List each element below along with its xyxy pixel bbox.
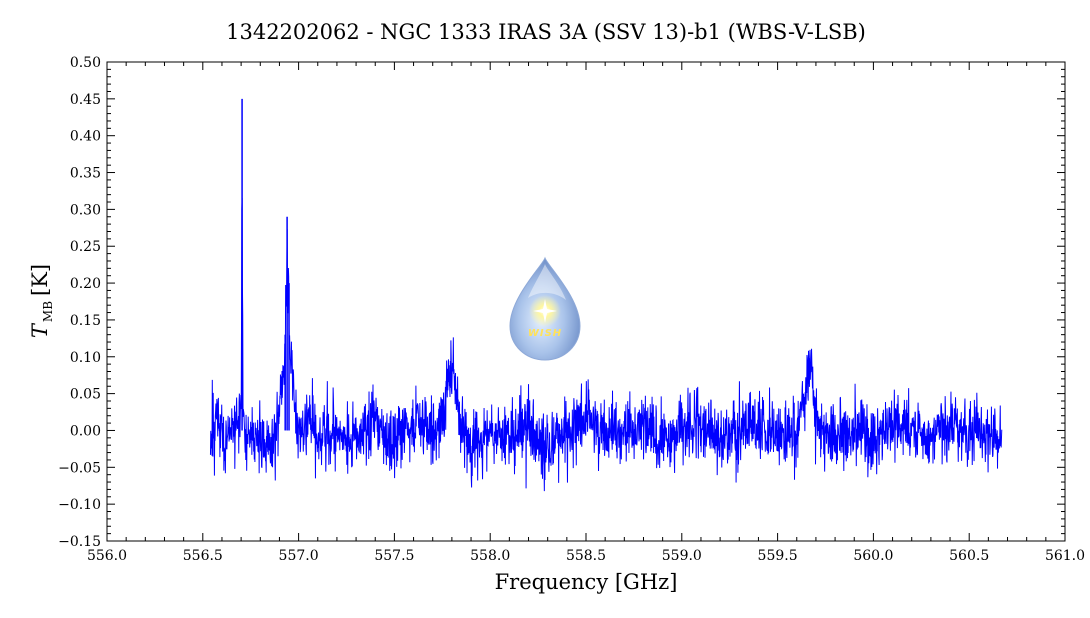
y-tick-label: −0.05 bbox=[58, 460, 101, 476]
svg-text:TMB[K]: TMB [K] bbox=[28, 264, 55, 338]
y-axis-label-main: T bbox=[28, 322, 52, 338]
x-axis-label: Frequency [GHz] bbox=[495, 570, 678, 594]
y-tick-label: 0.00 bbox=[70, 423, 101, 439]
y-tick-label: 0.20 bbox=[70, 276, 101, 292]
y-tick-label: 0.30 bbox=[70, 202, 101, 218]
x-tick-label: 559.0 bbox=[662, 548, 702, 564]
y-tick-label: 0.15 bbox=[70, 313, 101, 329]
y-axis-label-unit: [K] bbox=[28, 264, 52, 296]
y-tick-label: 0.10 bbox=[70, 350, 101, 366]
series-layer bbox=[209, 98, 1003, 492]
y-tick-label: 0.45 bbox=[70, 92, 101, 108]
x-tick-label: 561.0 bbox=[1045, 548, 1085, 564]
y-tick-label: −0.10 bbox=[58, 497, 101, 513]
x-tick-label: 559.5 bbox=[758, 548, 798, 564]
y-tick-label: 0.35 bbox=[70, 166, 101, 182]
x-tick-label: 557.0 bbox=[279, 548, 319, 564]
y-tick-label: 0.40 bbox=[70, 129, 101, 145]
x-tick-label: 556.5 bbox=[183, 548, 223, 564]
wish-logo-text: WISH bbox=[528, 328, 562, 339]
spectrum-line bbox=[209, 197, 1003, 492]
y-tick-label: 0.50 bbox=[70, 55, 101, 71]
y-tick-label: −0.15 bbox=[58, 534, 101, 550]
x-tick-label: 558.5 bbox=[566, 548, 606, 564]
x-tick-label: 557.5 bbox=[374, 548, 414, 564]
chart-title: 1342202062 - NGC 1333 IRAS 3A (SSV 13)-b… bbox=[226, 20, 866, 44]
y-axis-label: TMB [K] bbox=[28, 264, 55, 338]
x-tick-label: 556.0 bbox=[87, 548, 127, 564]
y-tick-label: 0.05 bbox=[70, 387, 101, 403]
x-tick-label: 560.0 bbox=[853, 548, 893, 564]
plot-frame bbox=[106, 61, 1066, 542]
wish-logo: WISH bbox=[509, 256, 581, 361]
x-tick-label: 558.0 bbox=[470, 548, 510, 564]
ticks-layer: 556.0 556.5 557.0 557.5 558.0 558.5 559.0 559.5… bbox=[58, 55, 1085, 564]
y-axis-label-sub: MB bbox=[41, 301, 55, 322]
x-tick-label: 560.5 bbox=[949, 548, 989, 564]
y-tick-label: 0.25 bbox=[70, 239, 101, 255]
